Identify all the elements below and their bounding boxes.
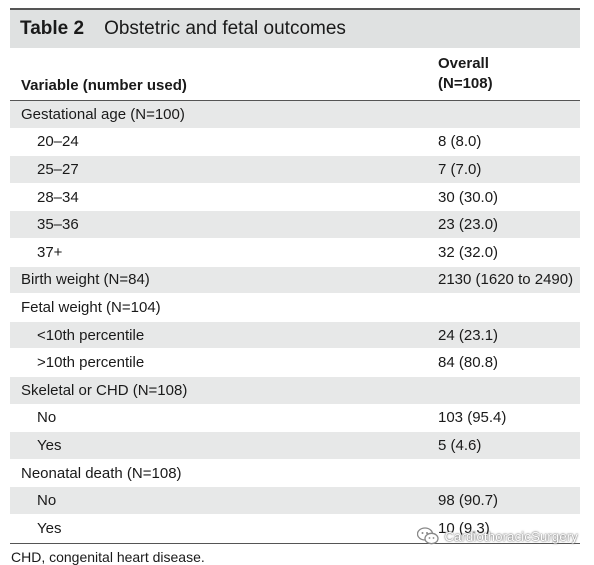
row-value: 32 (32.0) [438, 243, 499, 261]
row-label: >10th percentile [37, 354, 145, 372]
watermark-text: CardiothoracicSurgery [444, 528, 578, 544]
table-row: Skeletal or CHD (N=108) [10, 376, 580, 405]
row-label: 25–27 [37, 160, 79, 178]
table-title: Obstetric and fetal outcomes [104, 18, 346, 39]
row-value: 2130 (1620 to 2490) [438, 271, 574, 289]
row-label: 35–36 [37, 216, 79, 234]
row-label: <10th percentile [37, 326, 145, 344]
table-row: Birth weight (N=84) 2130 (1620 to 2490) [10, 266, 580, 295]
table-row: <10th percentile 24 (23.1) [10, 321, 580, 350]
row-label: Gestational age (N=100) [21, 105, 185, 123]
header-overall-line1: Overall [438, 55, 489, 72]
row-label: No [37, 409, 57, 427]
row-label: 37+ [37, 243, 63, 261]
row-value: 98 (90.7) [438, 492, 499, 510]
table-row: Gestational age (N=100) [10, 101, 580, 129]
table-row: Fetal weight (N=104) [10, 294, 580, 322]
table-container: Table 2 Obstetric and fetal outcomes Var… [10, 8, 580, 565]
wechat-icon [417, 527, 440, 545]
row-label: Yes [37, 436, 62, 454]
table-row: 20–24 8 (8.0) [10, 129, 580, 157]
row-label: Yes [37, 519, 62, 537]
table-title-bar: Table 2 Obstetric and fetal outcomes [10, 8, 580, 48]
header-overall-line2: (N=108) [438, 75, 493, 92]
row-value: 24 (23.1) [438, 326, 499, 344]
row-label: Skeletal or CHD (N=108) [21, 381, 188, 399]
table-row: >10th percentile 84 (80.8) [10, 349, 580, 377]
row-value: 84 (80.8) [438, 354, 499, 372]
row-value: 30 (30.0) [438, 188, 499, 206]
table-row: 35–36 23 (23.0) [10, 211, 580, 239]
table-bottom-rule [10, 542, 580, 544]
row-value: 5 (4.6) [438, 436, 482, 454]
row-label: No [37, 492, 57, 510]
row-value: 103 (95.4) [438, 409, 507, 427]
row-label: 28–34 [37, 188, 79, 206]
row-label: Fetal weight (N=104) [21, 298, 161, 316]
row-value: 8 (8.0) [438, 133, 482, 151]
row-label: Neonatal death (N=108) [21, 464, 182, 482]
table-row: Yes 10 (9.3) [10, 515, 580, 543]
row-value: 10 (9.3) [438, 519, 490, 537]
table-row: 28–34 30 (30.0) [10, 184, 580, 212]
table-row: 25–27 7 (7.0) [10, 156, 580, 184]
row-label: Birth weight (N=84) [21, 271, 150, 289]
header-overall: Overall (N=108) [438, 54, 493, 94]
row-value: 23 (23.0) [438, 216, 499, 234]
table-row: 37+ 32 (32.0) [10, 239, 580, 267]
table-number: Table 2 [20, 18, 85, 39]
header-variable: Variable (number used) [21, 77, 187, 94]
table-row: No 103 (95.4) [10, 405, 580, 433]
table-row: Yes 5 (4.6) [10, 432, 580, 460]
table-row: No 98 (90.7) [10, 487, 580, 515]
row-label: 20–24 [37, 133, 79, 151]
watermark: CardiothoracicSurgery [417, 527, 578, 545]
row-value: 7 (7.0) [438, 160, 482, 178]
table-header: Variable (number used) Overall (N=108) [10, 48, 580, 101]
table-row: Neonatal death (N=108) [10, 460, 580, 488]
